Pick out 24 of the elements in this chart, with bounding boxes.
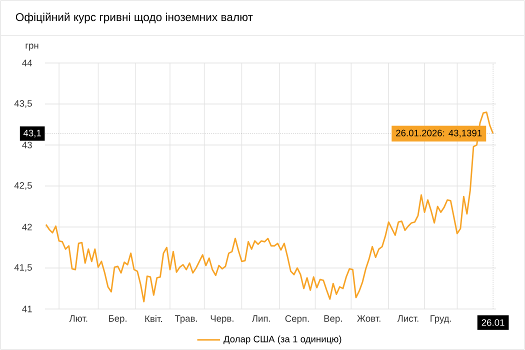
x-tick-label: Лип. xyxy=(252,315,270,322)
ref-line-label: 43,1 xyxy=(23,130,41,138)
x-tick-label: Черв. xyxy=(210,315,234,324)
y-tick-label: 41 xyxy=(22,306,32,312)
y-tick-label: 43 xyxy=(22,142,32,148)
x-tick-label: Лют. xyxy=(69,315,88,322)
y-tick-label: 42 xyxy=(22,224,32,230)
x-tick-label: Вер. xyxy=(324,315,342,324)
chart-title: Офіційний курс гривні щодо іноземних валют xyxy=(16,12,253,24)
x-tick-label: 26.01 xyxy=(482,319,504,326)
annotation: 26.01.2026: 43,1391 xyxy=(396,130,482,138)
x-tick-label: Трав. xyxy=(174,315,197,324)
x-tick-label: Груд. xyxy=(430,315,452,324)
y-tick-label: 42,5 xyxy=(14,182,32,190)
x-tick-label: Серп. xyxy=(285,315,309,324)
x-tick-label: Квіт. xyxy=(145,315,162,322)
y-tick-label: 44 xyxy=(22,60,32,66)
x-tick-label: Бер. xyxy=(109,315,126,324)
y-tick-label: 41,5 xyxy=(14,264,32,272)
y-axis-title: грн xyxy=(26,44,38,51)
x-tick-label: Лист. xyxy=(397,315,418,322)
x-tick-label: Жовт. xyxy=(357,315,380,322)
y-tick-label: 43,5 xyxy=(14,100,32,108)
legend-label: Долар США (за 1 одиницю) xyxy=(223,336,342,344)
